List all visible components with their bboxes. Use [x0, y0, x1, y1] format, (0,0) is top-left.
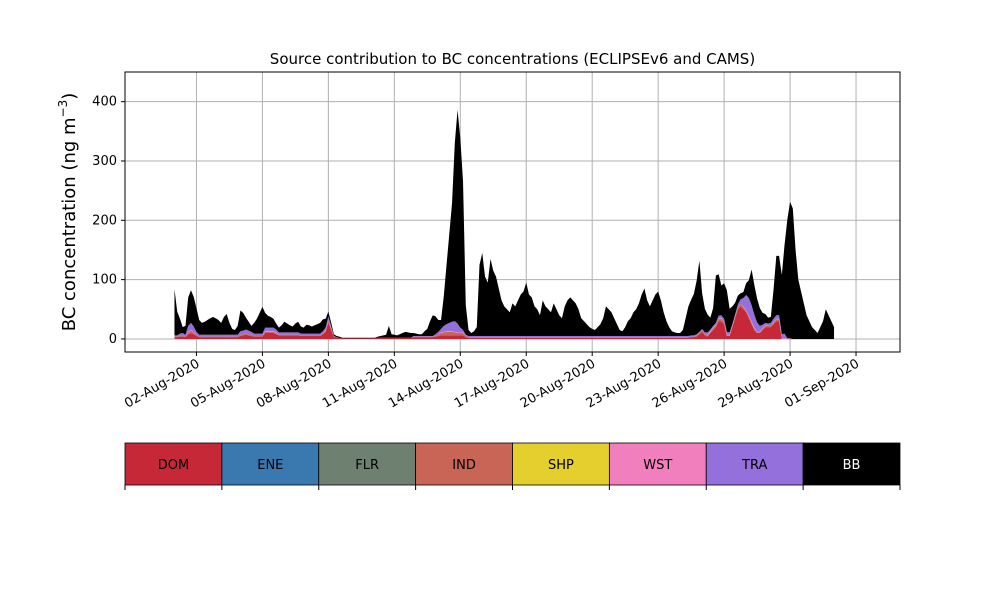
y-axis: 0 100 200 300 400 [92, 95, 125, 347]
y-tick-label: 300 [92, 154, 117, 169]
legend-label-ene: ENE [257, 458, 283, 473]
y-tick-label: 100 [92, 273, 117, 288]
legend-label-flr: FLR [355, 458, 379, 473]
y-tick-label: 200 [92, 213, 117, 228]
legend-swatch-bb [802, 442, 901, 486]
legend-swatch-tra [705, 442, 804, 486]
legend-label-wst: WST [643, 458, 672, 473]
legend-swatch-ene [221, 442, 320, 486]
legend-swatch-ind [415, 442, 513, 486]
legend-label-dom: DOM [158, 458, 189, 473]
legend-label-bb: BB [843, 458, 861, 473]
legend-label-ind: IND [452, 458, 476, 473]
x-tick-label: 01-Sep-2020 [782, 356, 862, 411]
area-dom [174, 306, 835, 339]
plot-frame [124, 71, 901, 353]
area-bb [174, 109, 835, 339]
area-tra [174, 295, 835, 339]
legend-swatch-dom [124, 442, 223, 486]
area-ind [174, 303, 835, 339]
legend-swatch-wst [608, 442, 707, 486]
legend-label-tra: TRA [741, 458, 767, 473]
y-tick-label: 400 [92, 95, 117, 110]
stacked-areas [174, 109, 835, 339]
legend-label-shp: SHP [548, 458, 574, 473]
chart-title: Source contribution to BC concentrations… [270, 50, 755, 68]
y-tick-label: 0 [109, 332, 117, 347]
legend-swatch-flr [318, 442, 417, 486]
legend-swatch-shp [512, 442, 610, 486]
x-axis: 02-Aug-202005-Aug-202008-Aug-202011-Aug-… [122, 352, 862, 412]
y-axis-label: BC concentration (ng m−3) [56, 93, 80, 332]
legend-colorbar: DOM ENE FLR IND SHP WST TRA BB [124, 442, 901, 490]
